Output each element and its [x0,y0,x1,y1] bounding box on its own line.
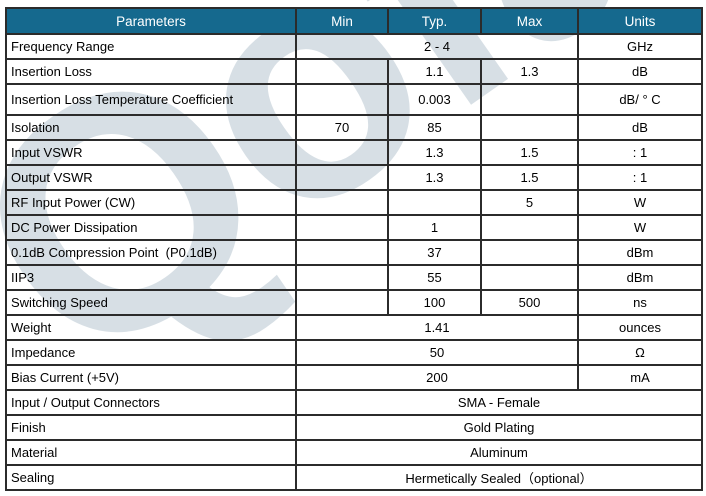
param-label: Finish [5,414,297,441]
value-min [295,164,389,191]
value-min [295,58,389,85]
units-cell: : 1 [577,139,703,166]
value-typ: 1 [387,214,482,241]
value-max: 1.5 [480,139,579,166]
units-cell: : 1 [577,164,703,191]
param-label: Output VSWR [5,164,297,191]
value-max: 500 [480,289,579,316]
merged-value: SMA - Female [295,389,703,416]
param-label: RF Input Power (CW) [5,189,297,216]
value-typ: 0.003 [387,83,482,116]
value-typ: 85 [387,114,482,141]
units-cell: dB/ ° C [577,83,703,116]
value-typ: 100 [387,289,482,316]
row-weight: Weight 1.41 ounces [5,314,703,341]
value-min [295,239,389,266]
value-max: 5 [480,189,579,216]
column-header-min: Min [295,7,389,35]
units-cell: mA [577,364,703,391]
merged-value: 1.41 [295,314,579,341]
units-cell: dBm [577,239,703,266]
units-cell: GHz [577,33,703,60]
row-switching-speed: Switching Speed 100 500 ns [5,289,703,316]
units-cell: dBm [577,264,703,291]
value-min [295,289,389,316]
row-io-connectors: Input / Output Connectors SMA - Female [5,389,703,416]
value-min: 70 [295,114,389,141]
param-label: Frequency Range [5,33,297,60]
row-dc-power-dissipation: DC Power Dissipation 1 W [5,214,703,241]
specifications-table: Parameters Min Typ. Max Units Frequency … [5,7,703,491]
column-header-parameters: Parameters [5,7,297,35]
row-bias-current: Bias Current (+5V) 200 mA [5,364,703,391]
units-cell: ns [577,289,703,316]
value-min [295,83,389,116]
param-label: IIP3 [5,264,297,291]
value-min [295,264,389,291]
value-typ: 1.3 [387,139,482,166]
merged-value: Hermetically Sealed（optional） [295,464,703,491]
param-label: Insertion Loss Temperature Coefficient [5,83,297,116]
row-frequency-range: Frequency Range 2 - 4 GHz [5,33,703,60]
row-material: Material Aluminum [5,439,703,466]
value-max [480,239,579,266]
value-max [480,114,579,141]
row-compression-point: 0.1dB Compression Point (P0.1dB) 37 dBm [5,239,703,266]
row-isolation: Isolation 70 85 dB [5,114,703,141]
value-min [295,189,389,216]
merged-value: 200 [295,364,579,391]
value-typ: 55 [387,264,482,291]
column-header-typ: Typ. [387,7,482,35]
param-label: 0.1dB Compression Point (P0.1dB) [5,239,297,266]
header-row: Parameters Min Typ. Max Units [5,7,703,35]
row-input-vswr: Input VSWR 1.3 1.5 : 1 [5,139,703,166]
merged-value: 2 - 4 [295,33,579,60]
value-typ: 1.1 [387,58,482,85]
param-label: Input VSWR [5,139,297,166]
value-min [295,214,389,241]
units-cell: Ω [577,339,703,366]
column-header-max: Max [480,7,579,35]
value-typ: 1.3 [387,164,482,191]
merged-value: Aluminum [295,439,703,466]
param-label: Switching Speed [5,289,297,316]
row-output-vswr: Output VSWR 1.3 1.5 : 1 [5,164,703,191]
units-cell: ounces [577,314,703,341]
row-sealing: Sealing Hermetically Sealed（optional） [5,464,703,491]
value-max [480,214,579,241]
value-typ: 37 [387,239,482,266]
param-label: Weight [5,314,297,341]
row-impedance: Impedance 50 Ω [5,339,703,366]
value-max [480,264,579,291]
units-cell: dB [577,114,703,141]
row-finish: Finish Gold Plating [5,414,703,441]
param-label: Impedance [5,339,297,366]
value-max: 1.5 [480,164,579,191]
param-label: Insertion Loss [5,58,297,85]
param-label: Isolation [5,114,297,141]
value-min [295,139,389,166]
value-max [480,83,579,116]
row-insertion-loss: Insertion Loss 1.1 1.3 dB [5,58,703,85]
param-label: Material [5,439,297,466]
row-insertion-loss-temp-coefficient: Insertion Loss Temperature Coefficient 0… [5,83,703,116]
row-rf-input-power: RF Input Power (CW) 5 W [5,189,703,216]
merged-value: 50 [295,339,579,366]
param-label: Input / Output Connectors [5,389,297,416]
param-label: Sealing [5,464,297,491]
column-header-units: Units [577,7,703,35]
units-cell: W [577,189,703,216]
param-label: Bias Current (+5V) [5,364,297,391]
row-iip3: IIP3 55 dBm [5,264,703,291]
merged-value: Gold Plating [295,414,703,441]
units-cell: dB [577,58,703,85]
param-label: DC Power Dissipation [5,214,297,241]
value-typ [387,189,482,216]
value-max: 1.3 [480,58,579,85]
units-cell: W [577,214,703,241]
